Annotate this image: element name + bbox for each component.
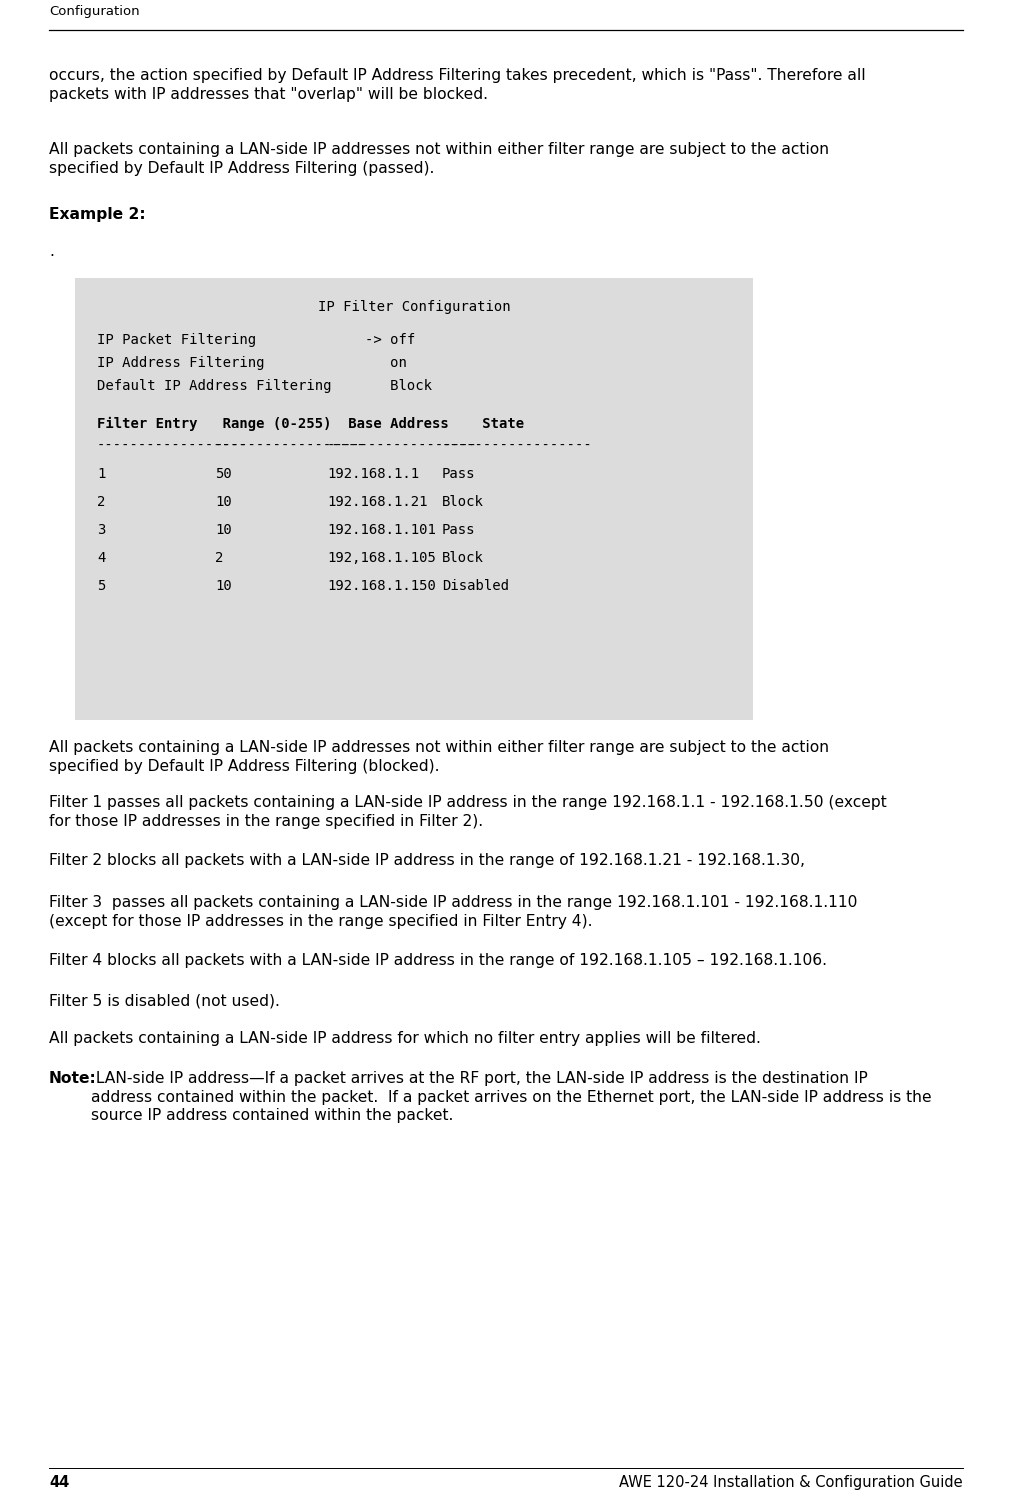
Text: 2: 2	[214, 550, 223, 566]
Text: Example 2:: Example 2:	[49, 207, 146, 222]
Text: Filter 1 passes all packets containing a LAN-side IP address in the range 192.16: Filter 1 passes all packets containing a…	[49, 795, 886, 828]
Text: All packets containing a LAN-side IP addresses not within either filter range ar: All packets containing a LAN-side IP add…	[49, 740, 828, 774]
Text: 2: 2	[97, 495, 105, 508]
Text: 10: 10	[214, 524, 232, 537]
Text: 192.168.1.101: 192.168.1.101	[327, 524, 436, 537]
Text: 3: 3	[97, 524, 105, 537]
Text: All packets containing a LAN-side IP addresses not within either filter range ar: All packets containing a LAN-side IP add…	[49, 142, 828, 176]
Text: LAN-side IP address—If a packet arrives at the RF port, the LAN-side IP address : LAN-side IP address—If a packet arrives …	[91, 1071, 931, 1124]
Text: Disabled: Disabled	[442, 579, 509, 592]
Text: IP Packet Filtering             -> off: IP Packet Filtering -> off	[97, 333, 415, 346]
Text: Block: Block	[442, 495, 483, 508]
Text: 4: 4	[97, 550, 105, 566]
Text: Note:: Note:	[49, 1071, 97, 1086]
Text: 10: 10	[214, 495, 232, 508]
Text: .: .	[49, 244, 54, 260]
Text: ------------------: ------------------	[97, 440, 248, 453]
Text: 192.168.1.1: 192.168.1.1	[327, 466, 419, 482]
Text: All packets containing a LAN-side IP address for which no filter entry applies w: All packets containing a LAN-side IP add…	[49, 1030, 760, 1045]
Text: ------------------: ------------------	[442, 440, 592, 453]
Text: 1: 1	[97, 466, 105, 482]
Text: occurs, the action specified by Default IP Address Filtering takes precedent, wh: occurs, the action specified by Default …	[49, 68, 864, 102]
Text: IP Address Filtering               on: IP Address Filtering on	[97, 356, 406, 370]
Text: 50: 50	[214, 466, 232, 482]
Text: Default IP Address Filtering       Block: Default IP Address Filtering Block	[97, 380, 432, 393]
Text: 192,168.1.105: 192,168.1.105	[327, 550, 436, 566]
Text: 10: 10	[214, 579, 232, 592]
Text: Filter 3  passes all packets containing a LAN-side IP address in the range 192.1: Filter 3 passes all packets containing a…	[49, 896, 856, 928]
Text: 192.168.1.21: 192.168.1.21	[327, 495, 427, 508]
Text: IP Filter Configuration: IP Filter Configuration	[317, 300, 510, 313]
Text: Block: Block	[442, 550, 483, 566]
Text: Configuration: Configuration	[49, 4, 140, 18]
Text: Pass: Pass	[442, 524, 475, 537]
Text: 5: 5	[97, 579, 105, 592]
Text: ------------------: ------------------	[327, 440, 477, 453]
Text: ------------------: ------------------	[214, 440, 365, 453]
Text: Filter Entry   Range (0-255)  Base Address    State: Filter Entry Range (0-255) Base Address …	[97, 417, 524, 430]
Text: Filter 5 is disabled (not used).: Filter 5 is disabled (not used).	[49, 993, 280, 1008]
Text: Pass: Pass	[442, 466, 475, 482]
Text: Filter 2 blocks all packets with a LAN-side IP address in the range of 192.168.1: Filter 2 blocks all packets with a LAN-s…	[49, 853, 804, 868]
Text: 44: 44	[49, 1474, 69, 1490]
Text: AWE 120-24 Installation & Configuration Guide: AWE 120-24 Installation & Configuration …	[619, 1474, 962, 1490]
Bar	[75, 278, 752, 720]
Text: 192.168.1.150: 192.168.1.150	[327, 579, 436, 592]
Text: Filter 4 blocks all packets with a LAN-side IP address in the range of 192.168.1: Filter 4 blocks all packets with a LAN-s…	[49, 952, 826, 968]
